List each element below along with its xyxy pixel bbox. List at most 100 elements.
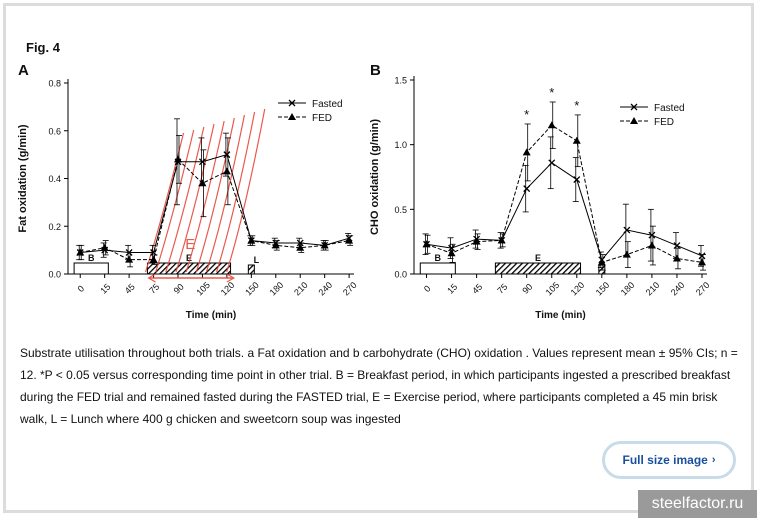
data-point: [698, 252, 706, 260]
full-size-image-label: Full size image: [622, 453, 708, 467]
data-point: [622, 250, 631, 258]
x-tick-label: 150: [594, 280, 612, 298]
x-tick-label: 90: [520, 282, 534, 296]
annotation-stroke: [185, 120, 225, 273]
x-tick-label: 210: [292, 280, 310, 298]
period-box: [419, 262, 456, 275]
series-line: [426, 124, 703, 264]
x-tick-label: 15: [98, 282, 112, 296]
x-tick-label: 210: [644, 280, 662, 298]
annotation-stroke: [175, 123, 215, 273]
x-tick-label: 15: [445, 282, 459, 296]
y-tick-label: 0.5: [394, 205, 407, 215]
legend-marker: [288, 113, 296, 120]
data-point: [572, 136, 581, 144]
annotation-arrow-head: [226, 273, 236, 283]
period-label: E: [535, 253, 541, 263]
data-point: [447, 249, 456, 257]
data-point: [523, 185, 531, 193]
data-point: [125, 255, 134, 263]
annotation-stroke: [216, 111, 256, 273]
x-tick-label: 180: [268, 280, 286, 298]
data-point: [597, 258, 606, 266]
data-point: [222, 167, 231, 175]
x-tick-label: 180: [619, 280, 637, 298]
significance-marker: *: [524, 107, 529, 122]
period-label: L: [254, 255, 260, 265]
series-line: [426, 162, 703, 261]
x-tick-label: 120: [569, 280, 587, 298]
data-point: [472, 237, 481, 245]
y-tick-label: 0.8: [48, 79, 61, 89]
data-point: [247, 236, 256, 244]
y-tick-label: 0.0: [394, 270, 407, 280]
y-tick-label: 1.5: [394, 76, 407, 86]
period-label: B: [88, 253, 95, 263]
x-tick-label: 240: [669, 280, 687, 298]
x-tick-label: 270: [341, 280, 359, 298]
annotation-stroke: [205, 114, 246, 273]
full-size-image-button[interactable]: Full size image ›: [602, 441, 736, 479]
period-label: E: [186, 253, 192, 263]
data-point: [223, 151, 231, 159]
x-tick-label: 75: [147, 282, 161, 296]
series-line: [80, 158, 350, 261]
annotation-label: E: [185, 236, 195, 253]
x-tick-label: 75: [495, 282, 509, 296]
x-tick-label: 45: [123, 282, 137, 296]
x-axis-label: Time (min): [186, 310, 236, 321]
data-point: [271, 241, 280, 249]
legend-marker: [630, 103, 638, 111]
panel-label: A: [18, 62, 29, 79]
y-tick-label: 1.0: [394, 140, 407, 150]
x-tick-label: 240: [317, 280, 335, 298]
data-point: [422, 240, 431, 248]
exercise-annotation: E: [144, 108, 266, 283]
x-tick-label: 120: [219, 280, 237, 298]
data-point: [174, 155, 182, 163]
annotation-stroke: [195, 117, 235, 273]
data-point: [448, 244, 456, 252]
data-point: [149, 255, 158, 263]
significance-marker: *: [549, 85, 554, 100]
x-axis-label: Time (min): [535, 310, 585, 321]
annotation-stroke: [165, 126, 205, 273]
x-tick-label: 270: [694, 280, 712, 298]
figure-caption: Substrate utilisation throughout both tr…: [20, 346, 738, 426]
x-tick-label: 0: [422, 283, 433, 294]
data-point: [647, 241, 656, 249]
watermark: steelfactor.ru: [638, 490, 757, 518]
data-point: [296, 243, 305, 251]
panel-label: B: [370, 62, 381, 79]
data-point: [320, 241, 329, 249]
x-tick-label: 105: [194, 280, 212, 298]
x-tick-label: 105: [544, 280, 562, 298]
y-tick-label: 0.6: [48, 126, 61, 136]
data-point: [623, 226, 631, 234]
data-point: [198, 158, 206, 166]
x-tick-label: 150: [243, 280, 261, 298]
chart-panel-a: A 0.0 0.2 0.4 0.6 0.8 0 15 45 75 90 105 120 150 180 210…: [17, 62, 359, 321]
chart-panel-b: B 0.0 0.5 1.0 1.5 0 15 45 75 90 105 120 150 180 210 240…: [369, 62, 712, 321]
annotation-stroke: [144, 132, 185, 273]
data-point: [697, 258, 706, 266]
data-point: [673, 242, 681, 250]
data-point: [522, 148, 531, 156]
data-point: [547, 121, 556, 129]
data-point: [548, 159, 556, 167]
data-point: [100, 243, 109, 251]
annotation-stroke: [226, 108, 266, 273]
data-point: [198, 179, 207, 187]
annotation-arrow-head: [147, 273, 156, 283]
legend-label: FED: [654, 117, 674, 128]
y-tick-label: 0.0: [48, 270, 61, 280]
y-tick-label: 0.2: [48, 222, 61, 232]
legend-label: Fasted: [312, 99, 343, 110]
y-tick-label: 0.4: [48, 174, 61, 184]
legend-label: Fasted: [654, 103, 685, 114]
figure-title: Fig. 4: [26, 40, 60, 55]
data-point: [672, 254, 681, 262]
period-box: [598, 264, 606, 275]
data-point: [648, 231, 656, 239]
annotation-stroke: [155, 129, 195, 273]
